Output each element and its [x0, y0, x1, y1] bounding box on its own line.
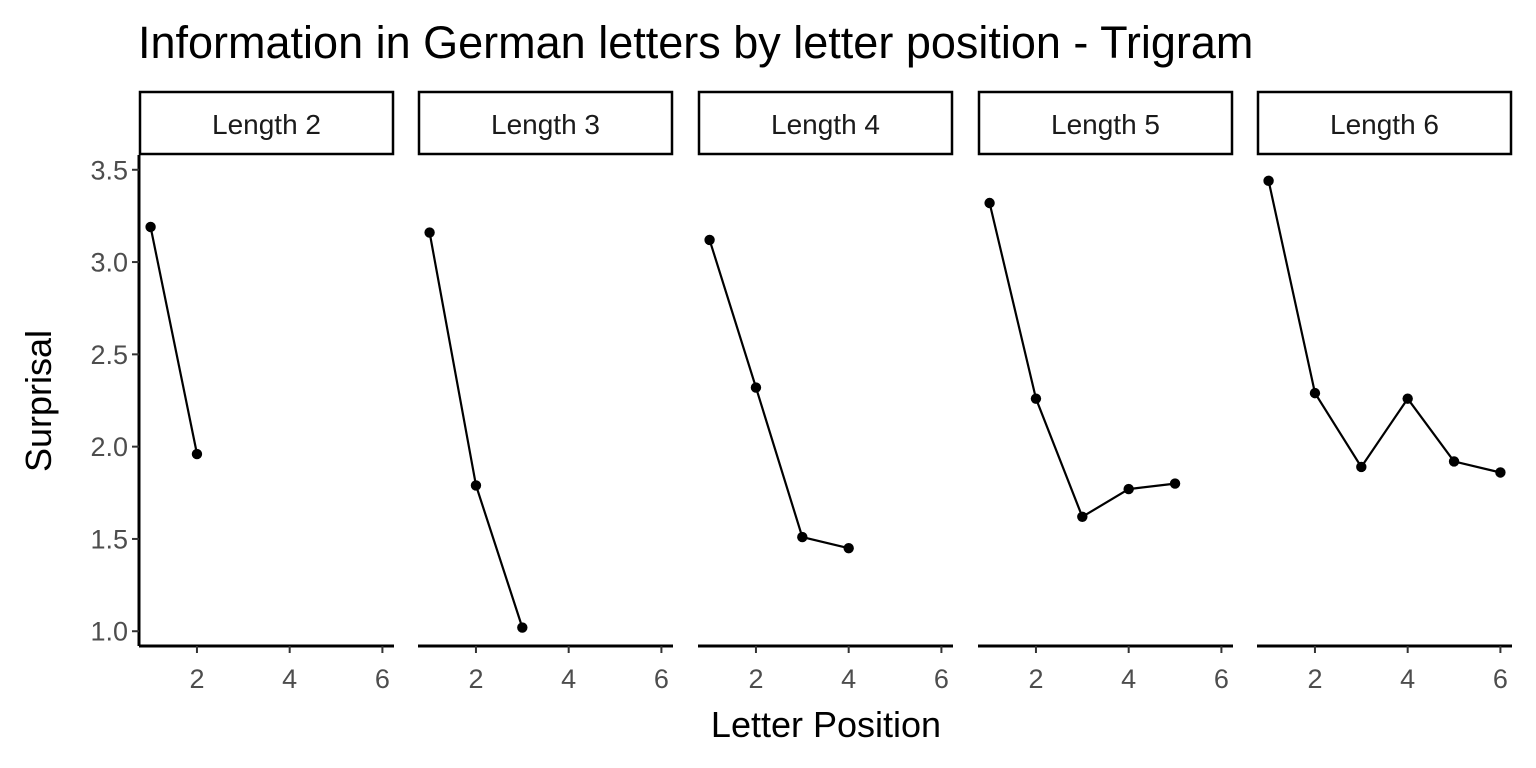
x-tick-label: 6 — [934, 664, 949, 694]
facet-panel: Length 6 2 4 6 — [1256, 90, 1513, 694]
chart-title: Information in German letters by letter … — [138, 17, 1253, 68]
y-tick-label: 2.5 — [90, 340, 128, 370]
data-point — [1077, 511, 1088, 522]
series-line — [428, 232, 524, 628]
series-line — [149, 226, 199, 455]
x-tick-label: 2 — [1028, 664, 1043, 694]
facet-panel: Length 3 2 4 6 — [417, 90, 674, 694]
x-tick-label: 2 — [748, 664, 763, 694]
facet-strip — [138, 90, 395, 156]
data-point — [1123, 483, 1134, 495]
facet-strip-label: Length 5 — [1051, 109, 1160, 140]
data-point — [1356, 461, 1367, 473]
x-tick-label: 6 — [375, 664, 390, 694]
x-axis-title: Letter Position — [711, 704, 941, 745]
y-tick-label: 1.0 — [90, 617, 128, 647]
data-point — [145, 221, 156, 233]
x-tick-label: 4 — [282, 664, 297, 694]
series-line — [1267, 180, 1501, 474]
data-point — [1263, 175, 1274, 187]
facet-strip-label: Length 3 — [491, 109, 600, 140]
facet-strip-label: Length 6 — [1330, 109, 1439, 140]
x-tick-label: 4 — [1400, 664, 1415, 694]
data-point — [1169, 478, 1181, 489]
data-point — [470, 480, 482, 491]
facet-panel: Length 5 2 4 6 — [977, 90, 1234, 694]
data-point — [984, 197, 995, 209]
y-axis: 1.0 1.5 2.0 2.5 3.0 3.5 — [90, 155, 141, 647]
data-point — [517, 622, 528, 633]
data-point — [1402, 393, 1413, 404]
x-tick-label: 2 — [1307, 664, 1322, 694]
x-tick-label: 4 — [1121, 664, 1136, 694]
data-point — [1030, 393, 1042, 404]
facet-panels: 1.0 1.5 2.0 2.5 3.0 3.5 Length 2 2 4 6 Length 3 2 4 6… — [90, 90, 1513, 694]
x-tick-label: 4 — [561, 664, 576, 694]
y-axis-title: Surprisal — [18, 330, 59, 472]
data-point — [1495, 467, 1506, 478]
data-point — [1309, 387, 1321, 399]
y-tick-label: 1.5 — [90, 524, 128, 554]
data-point — [704, 234, 715, 246]
x-tick-label: 6 — [654, 664, 669, 694]
x-tick-label: 4 — [841, 664, 856, 694]
y-tick-label: 3.5 — [90, 155, 128, 185]
x-tick-label: 2 — [189, 664, 204, 694]
facet-strip — [697, 90, 954, 156]
data-point — [797, 531, 808, 543]
data-point — [1448, 456, 1460, 467]
facet-strip — [1256, 90, 1513, 156]
data-point — [750, 382, 762, 393]
x-tick-label: 2 — [468, 664, 483, 694]
facet-strip — [417, 90, 674, 156]
y-tick-label: 2.0 — [90, 432, 128, 462]
facet-strip — [977, 90, 1234, 156]
x-tick-label: 6 — [1214, 664, 1229, 694]
facet-panel: Length 4 2 4 6 — [697, 90, 954, 694]
data-point — [843, 542, 854, 554]
series-line — [708, 239, 849, 550]
facet-strip-label: Length 4 — [771, 109, 880, 140]
y-tick-label: 3.0 — [90, 248, 128, 278]
data-point — [191, 448, 203, 460]
facet-panel: Length 2 2 4 6 — [138, 90, 395, 694]
data-point — [424, 227, 435, 238]
facet-strip-label: Length 2 — [212, 109, 321, 140]
series-line — [988, 202, 1176, 519]
x-tick-label: 6 — [1493, 664, 1508, 694]
